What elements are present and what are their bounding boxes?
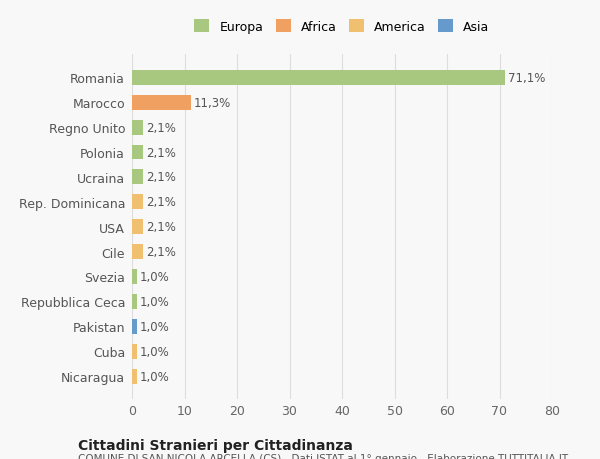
Text: 2,1%: 2,1% bbox=[146, 171, 176, 184]
Bar bbox=[132, 71, 505, 86]
Text: 2,1%: 2,1% bbox=[146, 246, 176, 258]
Text: 71,1%: 71,1% bbox=[508, 72, 545, 84]
Bar bbox=[132, 220, 143, 235]
Text: 2,1%: 2,1% bbox=[146, 196, 176, 209]
Bar bbox=[132, 319, 137, 334]
Bar bbox=[132, 170, 143, 185]
Text: 2,1%: 2,1% bbox=[146, 221, 176, 234]
Bar bbox=[132, 344, 137, 359]
Bar bbox=[132, 95, 191, 111]
Bar bbox=[132, 195, 143, 210]
Text: 2,1%: 2,1% bbox=[146, 121, 176, 134]
Text: 1,0%: 1,0% bbox=[140, 320, 170, 333]
Bar bbox=[132, 294, 137, 309]
Bar bbox=[132, 369, 137, 384]
Legend: Europa, Africa, America, Asia: Europa, Africa, America, Asia bbox=[191, 17, 493, 38]
Text: COMUNE DI SAN NICOLA ARCELLA (CS) - Dati ISTAT al 1° gennaio - Elaborazione TUTT: COMUNE DI SAN NICOLA ARCELLA (CS) - Dati… bbox=[78, 453, 568, 459]
Text: 1,0%: 1,0% bbox=[140, 295, 170, 308]
Text: 1,0%: 1,0% bbox=[140, 345, 170, 358]
Bar bbox=[132, 245, 143, 259]
Bar bbox=[132, 120, 143, 135]
Bar bbox=[132, 145, 143, 160]
Text: 2,1%: 2,1% bbox=[146, 146, 176, 159]
Text: 1,0%: 1,0% bbox=[140, 370, 170, 383]
Text: 11,3%: 11,3% bbox=[194, 96, 231, 110]
Text: Cittadini Stranieri per Cittadinanza: Cittadini Stranieri per Cittadinanza bbox=[78, 438, 353, 452]
Bar bbox=[132, 269, 137, 284]
Text: 1,0%: 1,0% bbox=[140, 270, 170, 283]
